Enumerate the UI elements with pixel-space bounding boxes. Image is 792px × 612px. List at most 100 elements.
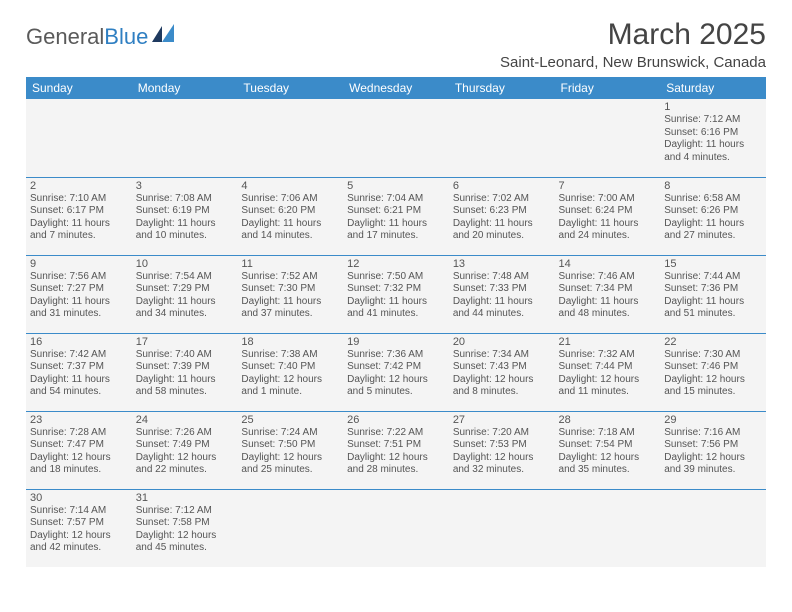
- day-header: Monday: [132, 77, 238, 99]
- sunset-line: Sunset: 7:54 PM: [559, 439, 657, 452]
- calendar-cell: 6Sunrise: 7:02 AMSunset: 6:23 PMDaylight…: [449, 177, 555, 255]
- sunrise-line: Sunrise: 7:52 AM: [241, 271, 339, 284]
- calendar-cell: 21Sunrise: 7:32 AMSunset: 7:44 PMDayligh…: [555, 333, 661, 411]
- sunset-line: Sunset: 7:57 PM: [30, 517, 128, 530]
- daylight-line: and 11 minutes.: [559, 386, 657, 399]
- day-number: 19: [347, 336, 445, 348]
- sunrise-line: Sunrise: 7:32 AM: [559, 349, 657, 362]
- sunset-line: Sunset: 7:58 PM: [136, 517, 234, 530]
- day-number: 20: [453, 336, 551, 348]
- calendar-cell: 31Sunrise: 7:12 AMSunset: 7:58 PMDayligh…: [132, 489, 238, 567]
- day-number: 13: [453, 258, 551, 270]
- day-number: 4: [241, 180, 339, 192]
- daylight-line: and 4 minutes.: [664, 152, 762, 165]
- daylight-line: and 1 minute.: [241, 386, 339, 399]
- calendar-cell: 4Sunrise: 7:06 AMSunset: 6:20 PMDaylight…: [237, 177, 343, 255]
- day-number: 18: [241, 336, 339, 348]
- sunset-line: Sunset: 7:49 PM: [136, 439, 234, 452]
- daylight-line: Daylight: 11 hours: [453, 218, 551, 231]
- day-header: Saturday: [660, 77, 766, 99]
- daylight-line: Daylight: 12 hours: [453, 452, 551, 465]
- daylight-line: Daylight: 11 hours: [559, 296, 657, 309]
- sunset-line: Sunset: 6:20 PM: [241, 205, 339, 218]
- sunset-line: Sunset: 6:16 PM: [664, 127, 762, 140]
- sunrise-line: Sunrise: 7:04 AM: [347, 193, 445, 206]
- logo: GeneralBlue: [26, 24, 178, 50]
- day-header: Tuesday: [237, 77, 343, 99]
- sunrise-line: Sunrise: 7:46 AM: [559, 271, 657, 284]
- calendar-cell: 20Sunrise: 7:34 AMSunset: 7:43 PMDayligh…: [449, 333, 555, 411]
- daylight-line: and 27 minutes.: [664, 230, 762, 243]
- calendar-cell: 13Sunrise: 7:48 AMSunset: 7:33 PMDayligh…: [449, 255, 555, 333]
- sunset-line: Sunset: 7:53 PM: [453, 439, 551, 452]
- sunrise-line: Sunrise: 7:26 AM: [136, 427, 234, 440]
- calendar-cell: 18Sunrise: 7:38 AMSunset: 7:40 PMDayligh…: [237, 333, 343, 411]
- sunrise-line: Sunrise: 7:12 AM: [136, 505, 234, 518]
- sunset-line: Sunset: 7:33 PM: [453, 283, 551, 296]
- calendar-cell: 16Sunrise: 7:42 AMSunset: 7:37 PMDayligh…: [26, 333, 132, 411]
- daylight-line: and 58 minutes.: [136, 386, 234, 399]
- daylight-line: and 54 minutes.: [30, 386, 128, 399]
- day-number: 11: [241, 258, 339, 270]
- calendar-cell: 29Sunrise: 7:16 AMSunset: 7:56 PMDayligh…: [660, 411, 766, 489]
- day-number: 12: [347, 258, 445, 270]
- calendar-row: 9Sunrise: 7:56 AMSunset: 7:27 PMDaylight…: [26, 255, 766, 333]
- daylight-line: and 8 minutes.: [453, 386, 551, 399]
- daylight-line: Daylight: 12 hours: [559, 374, 657, 387]
- daylight-line: Daylight: 12 hours: [559, 452, 657, 465]
- calendar-cell: [660, 489, 766, 567]
- calendar-cell: 27Sunrise: 7:20 AMSunset: 7:53 PMDayligh…: [449, 411, 555, 489]
- logo-text-general: General: [26, 24, 104, 50]
- daylight-line: Daylight: 11 hours: [241, 218, 339, 231]
- calendar-cell: 11Sunrise: 7:52 AMSunset: 7:30 PMDayligh…: [237, 255, 343, 333]
- calendar-cell: 2Sunrise: 7:10 AMSunset: 6:17 PMDaylight…: [26, 177, 132, 255]
- location: Saint-Leonard, New Brunswick, Canada: [500, 54, 766, 71]
- calendar-cell: 23Sunrise: 7:28 AMSunset: 7:47 PMDayligh…: [26, 411, 132, 489]
- day-number: 27: [453, 414, 551, 426]
- logo-text-blue: Blue: [104, 24, 148, 50]
- sunrise-line: Sunrise: 7:40 AM: [136, 349, 234, 362]
- sunrise-line: Sunrise: 7:42 AM: [30, 349, 128, 362]
- day-number: 6: [453, 180, 551, 192]
- daylight-line: Daylight: 12 hours: [30, 530, 128, 543]
- sunset-line: Sunset: 7:50 PM: [241, 439, 339, 452]
- daylight-line: and 42 minutes.: [30, 542, 128, 555]
- daylight-line: Daylight: 11 hours: [136, 296, 234, 309]
- calendar-cell: [555, 99, 661, 177]
- daylight-line: and 41 minutes.: [347, 308, 445, 321]
- sunset-line: Sunset: 7:46 PM: [664, 361, 762, 374]
- daylight-line: and 32 minutes.: [453, 464, 551, 477]
- day-number: 1: [664, 101, 762, 113]
- sunset-line: Sunset: 6:21 PM: [347, 205, 445, 218]
- sunset-line: Sunset: 7:34 PM: [559, 283, 657, 296]
- month-title: March 2025: [500, 18, 766, 52]
- sunrise-line: Sunrise: 7:02 AM: [453, 193, 551, 206]
- daylight-line: Daylight: 12 hours: [664, 452, 762, 465]
- day-number: 31: [136, 492, 234, 504]
- daylight-line: Daylight: 11 hours: [347, 218, 445, 231]
- day-number: 16: [30, 336, 128, 348]
- daylight-line: and 44 minutes.: [453, 308, 551, 321]
- daylight-line: Daylight: 12 hours: [136, 530, 234, 543]
- day-number: 25: [241, 414, 339, 426]
- calendar-cell: [343, 489, 449, 567]
- sunset-line: Sunset: 7:39 PM: [136, 361, 234, 374]
- sunset-line: Sunset: 7:29 PM: [136, 283, 234, 296]
- calendar-cell: [449, 489, 555, 567]
- calendar-cell: 14Sunrise: 7:46 AMSunset: 7:34 PMDayligh…: [555, 255, 661, 333]
- daylight-line: Daylight: 12 hours: [664, 374, 762, 387]
- daylight-line: Daylight: 11 hours: [241, 296, 339, 309]
- daylight-line: and 37 minutes.: [241, 308, 339, 321]
- daylight-line: Daylight: 12 hours: [241, 452, 339, 465]
- sunset-line: Sunset: 7:37 PM: [30, 361, 128, 374]
- daylight-line: and 45 minutes.: [136, 542, 234, 555]
- daylight-line: Daylight: 11 hours: [136, 374, 234, 387]
- calendar-cell: 30Sunrise: 7:14 AMSunset: 7:57 PMDayligh…: [26, 489, 132, 567]
- daylight-line: and 25 minutes.: [241, 464, 339, 477]
- calendar-cell: 8Sunrise: 6:58 AMSunset: 6:26 PMDaylight…: [660, 177, 766, 255]
- sunrise-line: Sunrise: 7:44 AM: [664, 271, 762, 284]
- day-header: Wednesday: [343, 77, 449, 99]
- calendar-row: 1Sunrise: 7:12 AMSunset: 6:16 PMDaylight…: [26, 99, 766, 177]
- sunrise-line: Sunrise: 7:24 AM: [241, 427, 339, 440]
- sunrise-line: Sunrise: 7:16 AM: [664, 427, 762, 440]
